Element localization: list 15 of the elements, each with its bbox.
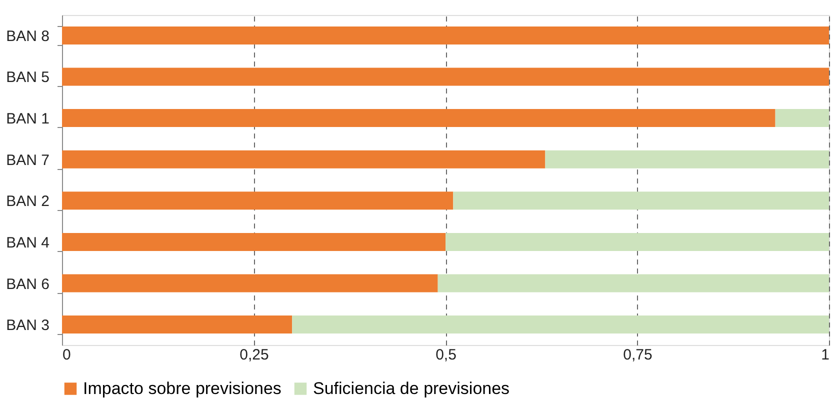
y-tick-label: BAN 1 [6,110,50,128]
y-tick-label: BAN 6 [6,276,50,293]
x-tick-label: 0,5 [436,346,456,364]
x-tick-label: 0,75 [623,346,652,364]
y-tick-label: BAN 3 [6,317,50,334]
x-tick-label: 0,25 [240,346,269,364]
y-tick-label: BAN 4 [6,234,50,252]
y-tick-label: BAN 2 [6,193,50,210]
legend-label: Suficiencia de previsiones [313,378,510,398]
y-tick-label: BAN 7 [6,152,50,169]
x-tick-label: 0 [62,346,71,364]
x-tick-label: 1 [821,346,830,364]
legend-label: Impacto sobre previsiones [83,378,282,398]
y-tick-label: BAN 5 [6,69,50,86]
y-tick-label: BAN 8 [6,28,50,45]
